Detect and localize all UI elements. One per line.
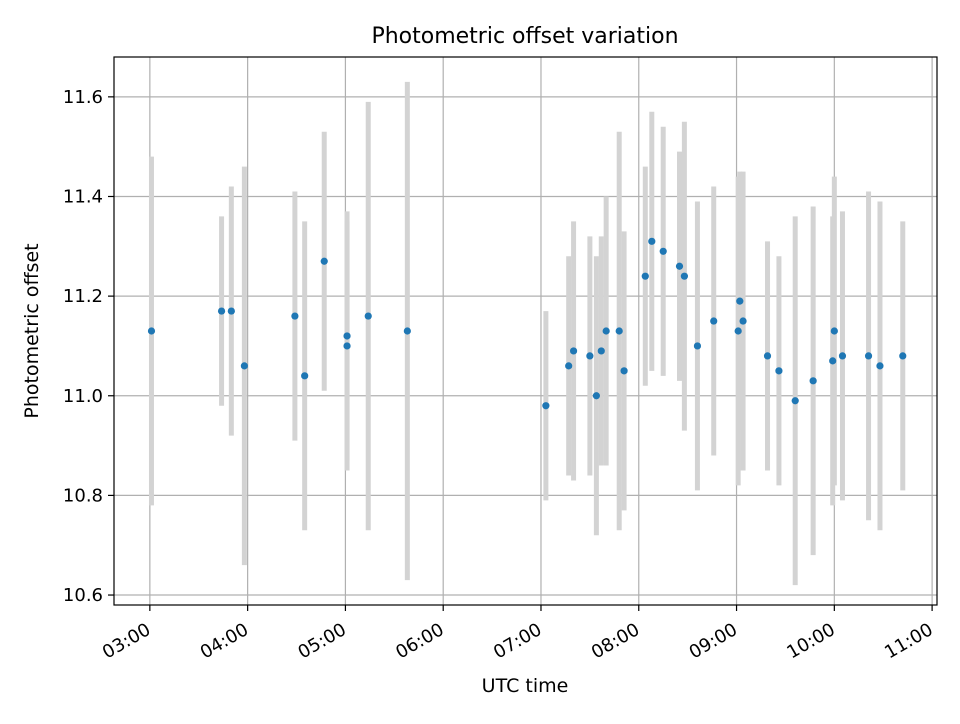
data-point (602, 327, 610, 335)
data-points (147, 237, 907, 410)
data-point (364, 312, 372, 320)
data-point (648, 237, 656, 245)
data-point (592, 392, 600, 400)
data-point (739, 317, 747, 325)
y-tick-label: 11.4 (63, 186, 103, 207)
plot-frame (113, 56, 938, 606)
data-point (227, 307, 235, 315)
data-point (775, 367, 783, 375)
y-axis-ticks: 10.6 10.8 11.0 11.2 11.4 11.6 (63, 87, 114, 606)
data-point (217, 307, 226, 315)
data-point (659, 247, 667, 255)
data-point (763, 352, 772, 360)
data-point (791, 397, 799, 405)
data-point (403, 327, 411, 335)
data-point (734, 327, 742, 335)
data-point (597, 347, 605, 355)
y-tick-label: 11.0 (63, 386, 103, 407)
data-point (641, 272, 649, 280)
data-point (586, 352, 594, 360)
data-point (693, 342, 702, 350)
y-axis-label: Photometric offset (21, 243, 43, 418)
data-point (899, 352, 907, 360)
data-point (620, 367, 628, 375)
data-point (240, 362, 248, 370)
data-point (569, 347, 578, 355)
data-point (615, 327, 623, 335)
data-point (301, 372, 309, 380)
data-point (838, 352, 847, 360)
data-point (864, 352, 873, 360)
data-point (147, 327, 156, 335)
x-axis-label: UTC time (482, 675, 569, 697)
data-point (291, 312, 299, 320)
data-point (830, 327, 838, 335)
data-point (343, 342, 351, 350)
data-point (675, 262, 684, 270)
data-point (809, 377, 817, 385)
y-tick-label: 10.6 (63, 585, 103, 606)
y-tick-label: 10.8 (63, 485, 103, 506)
data-point (320, 257, 328, 265)
y-tick-label: 11.6 (63, 87, 103, 108)
data-point (680, 272, 688, 280)
chart-title: Photometric offset variation (371, 24, 678, 49)
y-tick-label: 11.2 (63, 286, 103, 307)
data-point (829, 357, 837, 365)
data-point (343, 332, 351, 340)
data-point (565, 362, 573, 370)
gridlines (114, 57, 937, 605)
data-point (876, 362, 884, 370)
data-point (736, 297, 744, 305)
data-point (710, 317, 718, 325)
data-point (542, 402, 550, 410)
